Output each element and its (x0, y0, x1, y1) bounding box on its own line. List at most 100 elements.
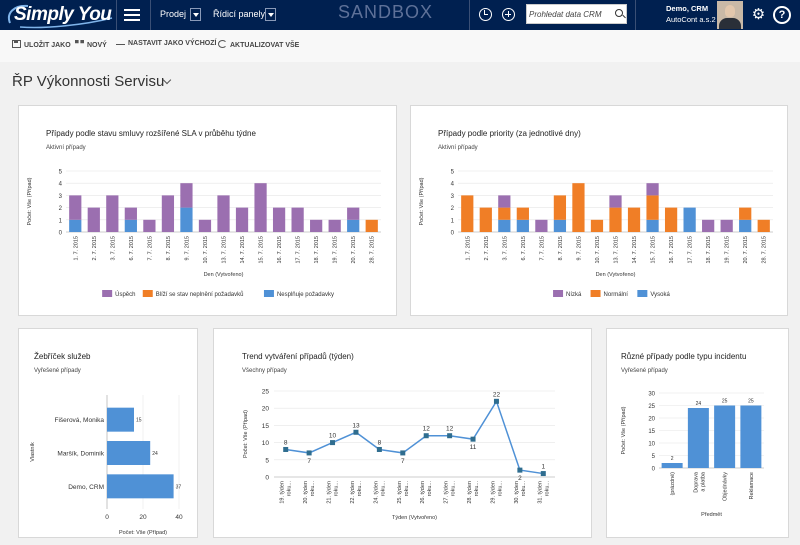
dashboards-chevron-down-icon[interactable] (265, 8, 276, 21)
chart-title: Různé případy podle typu incidentu (621, 352, 747, 361)
data-label: 8 (378, 439, 382, 446)
data-label: 7 (307, 458, 311, 465)
x-tick-label: 27. týden (444, 481, 450, 504)
chart-panel-priority: Případy podle priority (za jednotlivé dn… (410, 105, 788, 316)
x-tick-label: 1. 7. 2015 (465, 236, 471, 260)
gear-icon[interactable]: ⚙ (751, 6, 766, 23)
chart-subtitle: Vyřešené případy (34, 368, 81, 374)
data-label: 25 (722, 399, 728, 405)
y-tick-label: Fišerová, Monika (55, 417, 105, 424)
x-tick-label: 6. 7. 2015 (129, 236, 135, 260)
data-label: 15 (136, 418, 142, 424)
bar-segment (683, 207, 696, 232)
y-tick-label: 2 (59, 206, 63, 212)
y-tick-label: 10 (262, 440, 270, 447)
x-tick-label: 18. 7. 2015 (706, 236, 712, 264)
chart-subtitle: Aktivní případy (46, 145, 86, 151)
bar-segment (739, 207, 752, 220)
user-name[interactable]: Demo, CRM (666, 4, 709, 13)
nav-dashboards[interactable]: Řídicí panely (213, 9, 266, 19)
bar-segment (69, 195, 82, 220)
x-tick-label: 16. 7. 2015 (669, 236, 675, 264)
command-bar: ULOŽIT JAKO NOVÝ NASTAVIT JAKO VÝCHOZÍ A… (0, 30, 800, 62)
bar-segment (590, 219, 604, 232)
bar-segment (347, 207, 360, 220)
bar-segment (757, 219, 770, 232)
x-tick-label: Objednávky (723, 472, 729, 501)
chart-title: Žebříček služeb (34, 352, 91, 361)
search-icon[interactable] (615, 9, 623, 17)
x-tick-label: 8. 7. 2015 (558, 236, 564, 260)
legend-swatch (590, 290, 601, 297)
y-tick-label: 0 (652, 467, 656, 473)
data-point (470, 436, 476, 442)
y-axis-label: Počet: Vše (Případ) (243, 410, 249, 458)
y-tick-label: 2 (451, 206, 455, 212)
nav-sales[interactable]: Prodej (160, 9, 187, 19)
x-tick-label: 3. 7. 2015 (110, 236, 116, 260)
refresh-all-button[interactable]: AKTUALIZOVAT VŠE (218, 40, 299, 49)
y-tick-label: 30 (648, 392, 655, 398)
bar-chart: 0 5 10 15 20 25 30 2 (prázdné) 24 Doprava a platba 2… (621, 392, 764, 518)
x-tick-label: 19. 7. 2015 (333, 236, 339, 264)
y-tick-label: 1 (59, 218, 63, 224)
legend-swatch (553, 290, 564, 297)
logo-text: Simply You (14, 4, 112, 25)
bar-segment (627, 207, 641, 232)
bar-segment (609, 195, 622, 208)
data-point (283, 446, 289, 452)
new-button[interactable]: NOVÝ (75, 40, 107, 49)
page-title[interactable]: ŘP Výkonnosti Servisu (12, 73, 165, 90)
quick-create-plus-icon[interactable] (502, 8, 515, 21)
sales-chevron-down-icon[interactable] (190, 8, 201, 21)
x-tick-label: roku... (334, 481, 340, 497)
hamburger-menu-icon[interactable] (124, 7, 140, 23)
bar-segment (498, 219, 511, 232)
top-navigation-bar: Simply You Prodej Řídicí panely SANDBOX … (0, 0, 800, 30)
legend-swatch (263, 290, 274, 297)
data-point (517, 467, 523, 473)
x-tick-label: roku... (357, 481, 363, 497)
y-tick-label: 0 (451, 231, 455, 237)
bar-segment (217, 195, 230, 232)
search-input[interactable] (529, 7, 609, 21)
data-point (376, 446, 382, 452)
x-tick-label: Doprava (693, 471, 699, 493)
legend-label: Blíží se stav neplnění požadavků (156, 291, 244, 298)
x-tick-label: roku... (474, 481, 480, 497)
y-tick-label: 25 (262, 389, 270, 396)
x-axis-label: Počet: Vše (Případ) (119, 530, 167, 536)
data-label: 25 (748, 399, 754, 405)
logo-swoosh-icon (8, 4, 113, 29)
x-tick-label: 18. 7. 2015 (314, 236, 320, 264)
search-box (526, 4, 627, 24)
x-tick-label: 16. 7. 2015 (277, 236, 283, 264)
stacked-bar-chart: 0 1 2 3 4 5 1. 7. 2015 2. 7. 2015 3. 7. 2015 6. 7… (27, 170, 381, 298)
save-as-label: ULOŽIT JAKO (24, 42, 71, 49)
x-tick-label: roku... (544, 481, 550, 497)
x-tick-label: 9. 7. 2015 (184, 236, 190, 260)
bar-segment (739, 219, 752, 232)
bar-segment (124, 207, 137, 220)
stacked-bar-chart: 0 1 2 3 4 5 1. 7. 2015 2. 7. 2015 3. 7. 2015 6. 7… (419, 170, 773, 298)
bar-segment (180, 207, 193, 232)
y-tick-label: 15 (262, 423, 270, 430)
bar-segment (272, 207, 286, 232)
x-tick-label: 13. 7. 2015 (614, 236, 620, 264)
y-tick-label: 0 (265, 475, 269, 482)
legend-label: Úspěch (115, 291, 135, 298)
chart-title: Trend vytváření případů (týden) (242, 352, 354, 361)
y-axis-label: Počet: Vše (Případ) (419, 177, 425, 225)
recent-items-clock-icon[interactable] (479, 8, 492, 21)
set-default-button[interactable]: NASTAVIT JAKO VÝCHOZÍ (116, 40, 216, 47)
avatar[interactable] (717, 1, 743, 29)
divider (635, 0, 636, 30)
divider (469, 0, 470, 30)
help-icon[interactable]: ? (773, 6, 791, 24)
x-tick-label: 10. 7. 2015 (595, 236, 601, 264)
x-tick-label: 14. 7. 2015 (632, 236, 638, 264)
save-as-button[interactable]: ULOŽIT JAKO (12, 40, 71, 49)
y-tick-label: 1 (451, 218, 455, 224)
bar-segment (235, 207, 249, 232)
